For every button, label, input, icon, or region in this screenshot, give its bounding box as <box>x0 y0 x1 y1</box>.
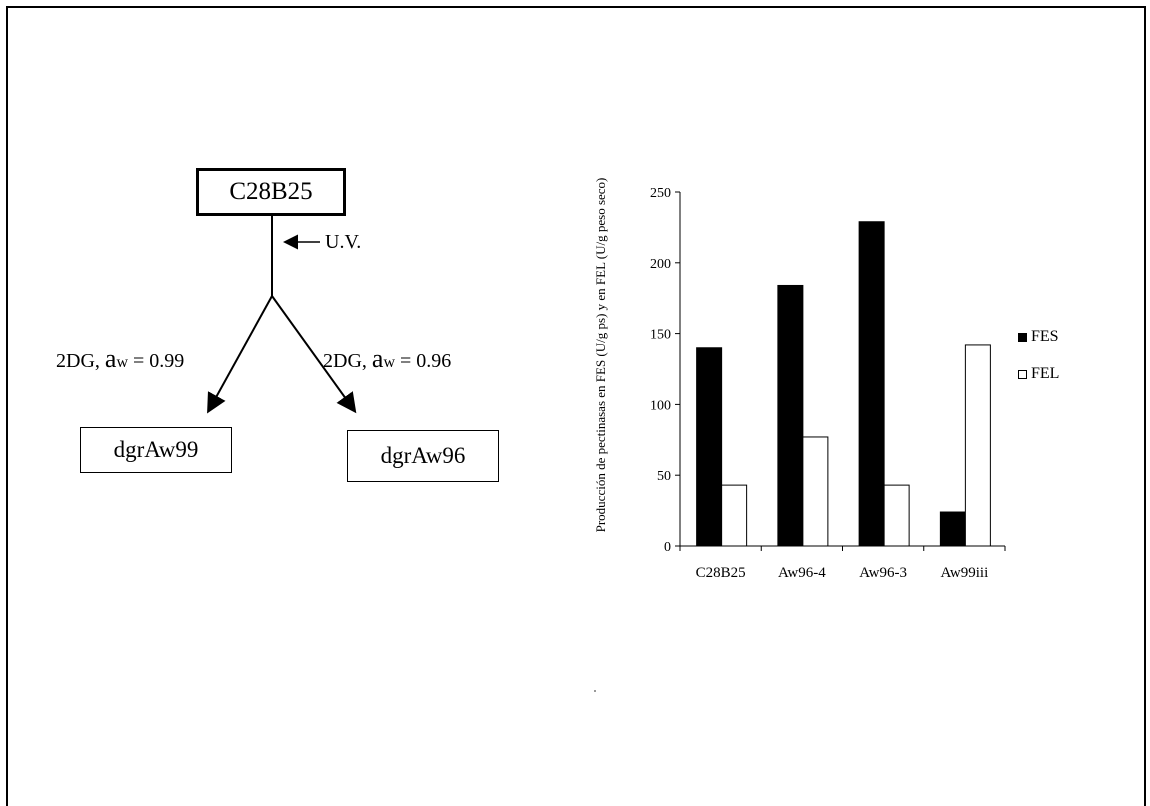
root-strain-box: C28B25 <box>196 168 346 216</box>
bar-fes <box>858 221 885 547</box>
bar-fel <box>802 436 829 547</box>
x-tick-label: C28B25 <box>696 565 746 581</box>
mutation-diagram <box>207 216 357 414</box>
right-child-box: dgrAw96 <box>347 430 499 482</box>
bar-fes <box>696 347 723 547</box>
right-branch-arrow <box>271 295 357 414</box>
root-strain-label: C28B25 <box>229 178 313 205</box>
left-child-box: dgrAw99 <box>80 427 232 473</box>
left-condition-label: 2DG, aw = 0.99 <box>56 344 185 373</box>
bar-fel <box>883 484 910 547</box>
right-condition-label: 2DG, aw = 0.96 <box>323 344 452 373</box>
bar-fes <box>939 511 966 547</box>
x-tick-label: Aw96-3 <box>859 565 907 581</box>
y-tick-label: 0 <box>664 540 671 555</box>
left-child-label: dgrAw99 <box>113 437 199 462</box>
stray-mark <box>594 690 596 692</box>
y-tick-label: 250 <box>650 186 671 201</box>
x-tick-label: Aw96-4 <box>778 565 826 581</box>
legend-swatch-fel <box>1018 369 1027 379</box>
aw-symbol: a <box>104 344 117 373</box>
bar-fel <box>721 484 748 547</box>
right-child-label: dgrAw96 <box>380 443 466 468</box>
legend-item-fes: FES <box>1018 328 1059 346</box>
y-tick-label: 50 <box>657 469 671 484</box>
uv-label: U.V. <box>325 231 362 253</box>
left-branch-arrow <box>207 295 273 414</box>
bar-fel <box>964 344 991 547</box>
chart-legend: FES FEL <box>1018 328 1059 402</box>
legend-item-fel: FEL <box>1018 365 1059 383</box>
legend-swatch-fes <box>1018 332 1027 342</box>
bar-chart: 0 50 100 150 200 250 C28B25 Aw96-4 Aw96-3 Aw99iii <box>650 186 1006 581</box>
legend-label-fes: FES <box>1031 328 1059 345</box>
aw-symbol: a <box>371 344 384 373</box>
bar-fes <box>777 284 804 547</box>
legend-label-fel: FEL <box>1031 365 1060 382</box>
y-tick-label: 200 <box>650 257 671 272</box>
y-tick-label: 150 <box>650 328 671 343</box>
y-tick-label: 100 <box>650 398 671 413</box>
x-tick-label: Aw99iii <box>940 565 988 581</box>
figure-frame <box>6 6 1146 806</box>
